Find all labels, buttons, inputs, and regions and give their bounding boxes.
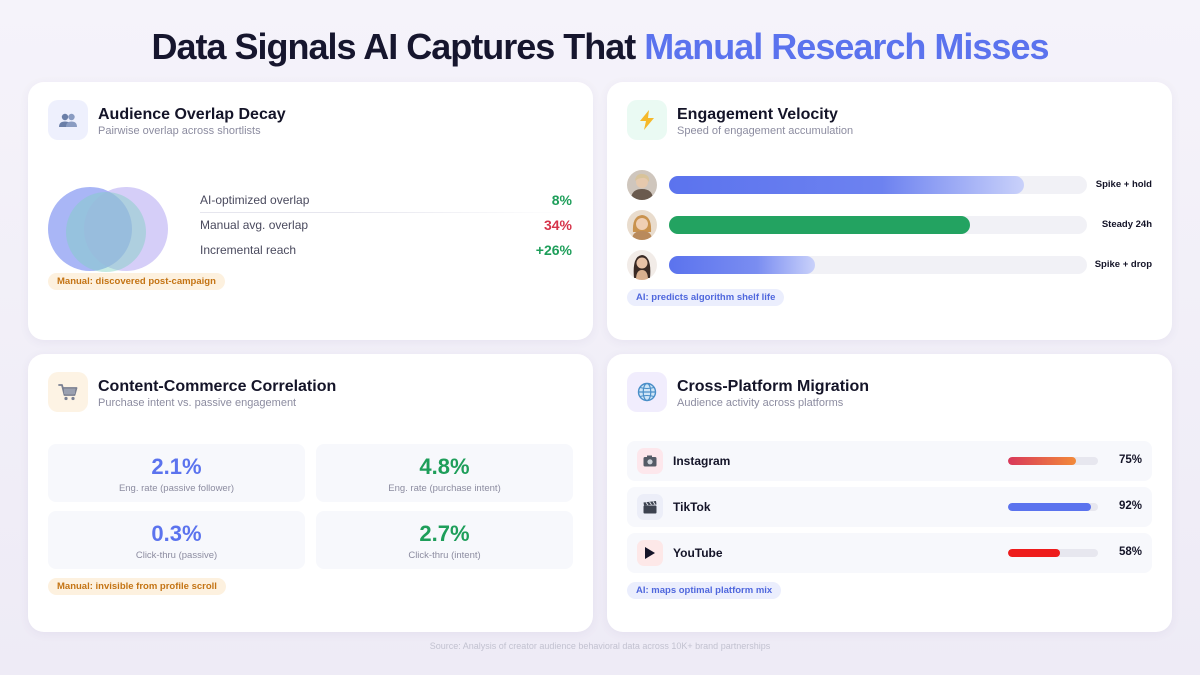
velocity-label: Steady 24h (1101, 219, 1152, 230)
play-icon (637, 540, 663, 566)
stat-box: 4.8% Eng. rate (purchase intent) (316, 444, 573, 502)
platform-pct: 92% (1118, 500, 1142, 512)
velocity-bar (669, 176, 1025, 194)
stat-label: Click-thru (intent) (408, 550, 481, 561)
stat-box: 2.7% Click-thru (intent) (316, 511, 573, 569)
card-title: Cross-Platform Migration (677, 378, 870, 395)
platform-track (1008, 549, 1098, 557)
velocity-track (669, 176, 1087, 194)
platform-row-instagram: Instagram 75% (627, 441, 1152, 481)
metric-label: AI-optimized overlap (200, 193, 310, 207)
card-subtitle: Purchase intent vs. passive engagement (98, 397, 297, 409)
metric-ai-overlap: AI-optimized overlap 8% (200, 188, 572, 212)
avatar (627, 210, 657, 240)
metric-incremental-reach: Incremental reach +26% (200, 238, 572, 262)
velocity-row: Spike + drop (627, 250, 1157, 280)
ai-note-badge: AI: predicts algorithm shelf life (627, 289, 785, 306)
card-title: Engagement Velocity (677, 106, 838, 123)
page-title: Data Signals AI Captures That Manual Res… (0, 26, 1200, 68)
card-title: Content-Commerce Correlation (98, 378, 337, 395)
stat-value: 0.3% (151, 521, 202, 546)
manual-note-badge: Manual: discovered post-campaign (48, 273, 225, 290)
clapperboard-icon (637, 494, 663, 520)
card-subtitle: Pairwise overlap across shortlists (98, 125, 261, 137)
velocity-row: Spike + hold (627, 170, 1157, 200)
title-main: Data Signals AI Captures That (151, 26, 645, 67)
platform-name: TikTok (673, 500, 711, 514)
stat-box: 0.3% Click-thru (passive) (48, 511, 305, 569)
card-subtitle: Audience activity across platforms (677, 397, 844, 409)
stat-value: 2.1% (151, 454, 202, 479)
metric-value: +26% (535, 242, 572, 258)
velocity-track (669, 256, 1087, 274)
platform-bar (1008, 457, 1076, 465)
stat-value: 2.7% (419, 521, 470, 546)
cross-platform-card: Cross-Platform Migration Audience activi… (607, 354, 1172, 632)
platform-row-tiktok: TikTok 92% (627, 487, 1152, 527)
velocity-track (669, 216, 1087, 234)
source-note: Source: Analysis of creator audience beh… (429, 641, 771, 651)
lightning-icon (627, 100, 667, 140)
engagement-velocity-card: Engagement Velocity Speed of engagement … (607, 82, 1172, 340)
metric-value: 8% (551, 192, 572, 208)
metric-value: 34% (543, 217, 572, 233)
people-icon (48, 100, 88, 140)
ai-note-badge: AI: maps optimal platform mix (627, 582, 782, 599)
metric-label: Incremental reach (200, 243, 297, 257)
shopping-cart-icon (48, 372, 88, 412)
velocity-label: Spike + hold (1095, 179, 1152, 190)
globe-icon (627, 372, 667, 412)
venn-diagram (48, 187, 168, 272)
platform-track (1008, 503, 1098, 511)
card-subtitle: Speed of engagement accumulation (677, 125, 854, 137)
platform-row-youtube: YouTube 58% (627, 533, 1152, 573)
manual-note-badge: Manual: invisible from profile scroll (48, 578, 226, 595)
metric-manual-overlap: Manual avg. overlap 34% (200, 213, 572, 237)
title-accent: Manual Research Misses (644, 26, 1049, 67)
platform-track (1008, 457, 1098, 465)
stat-value: 4.8% (419, 454, 470, 479)
stat-label: Eng. rate (purchase intent) (388, 483, 501, 494)
platform-pct: 58% (1118, 546, 1142, 558)
divider (200, 212, 572, 213)
stat-box: 2.1% Eng. rate (passive follower) (48, 444, 305, 502)
avatar (627, 170, 657, 200)
card-title: Audience Overlap Decay (98, 106, 286, 123)
metric-label: Manual avg. overlap (200, 218, 309, 232)
content-commerce-card: Content-Commerce Correlation Purchase in… (28, 354, 593, 632)
velocity-bar (669, 256, 816, 274)
stat-label: Click-thru (passive) (135, 550, 218, 561)
velocity-row: Steady 24h (627, 210, 1157, 240)
platform-bar (1008, 549, 1061, 557)
audience-overlap-card: Audience Overlap Decay Pairwise overlap … (28, 82, 593, 340)
platform-name: YouTube (673, 546, 723, 560)
platform-pct: 75% (1118, 454, 1142, 466)
avatar (627, 250, 657, 280)
camera-icon (637, 448, 663, 474)
platform-name: Instagram (673, 454, 731, 468)
stat-label: Eng. rate (passive follower) (118, 483, 235, 494)
velocity-bar (669, 216, 970, 234)
platform-bar (1008, 503, 1091, 511)
velocity-label: Spike + drop (1094, 259, 1152, 270)
